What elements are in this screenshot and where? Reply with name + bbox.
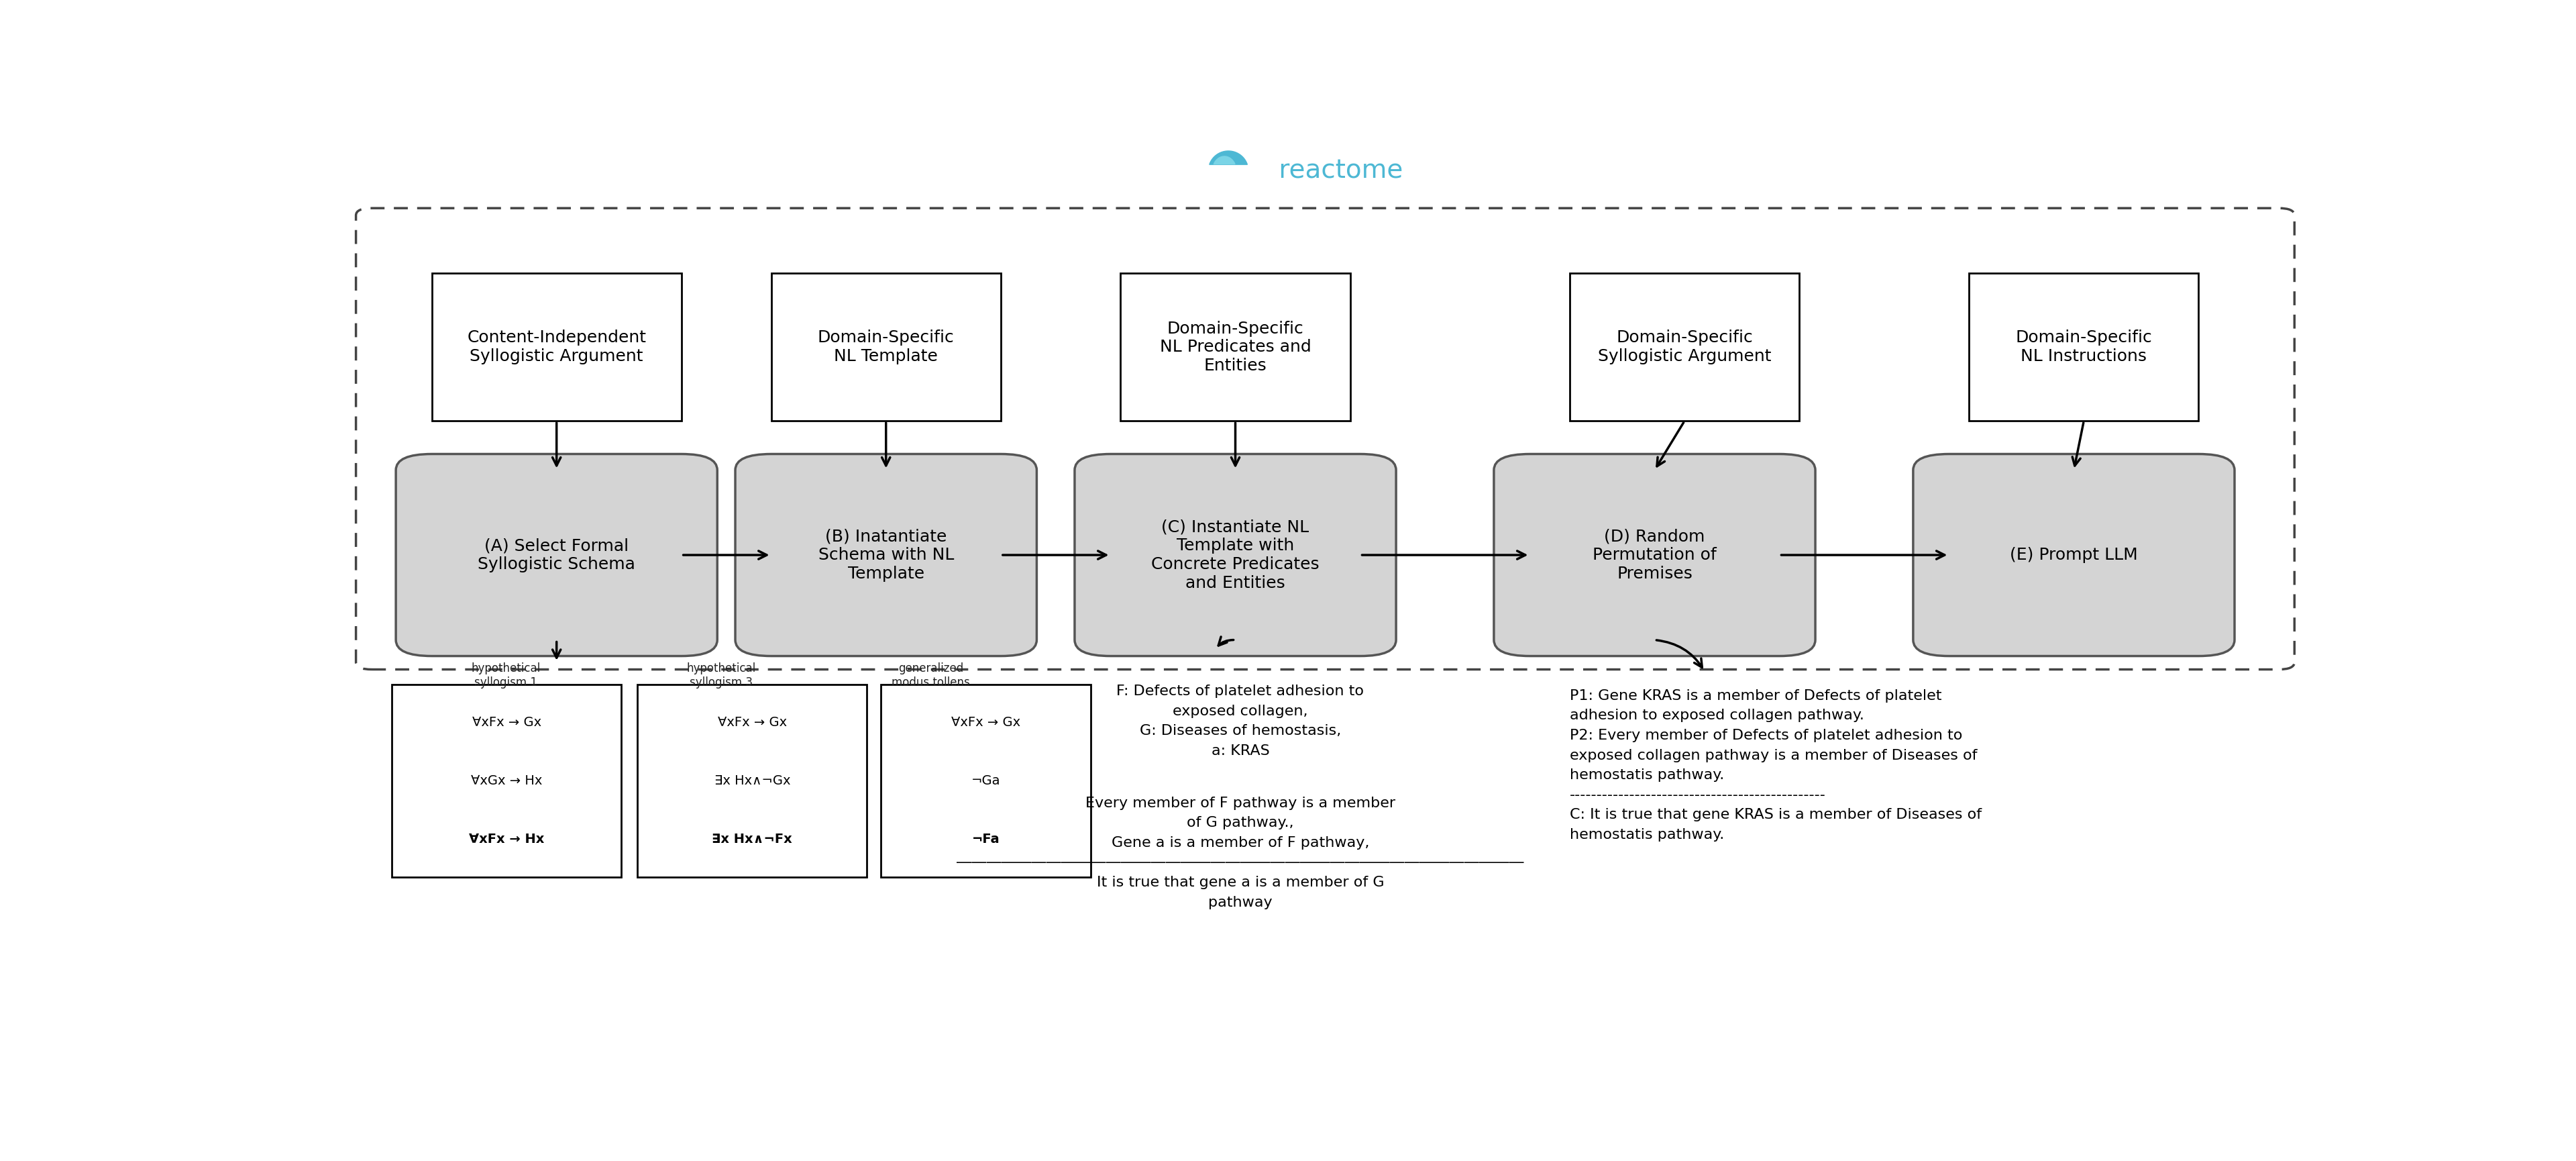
Text: Domain-Specific
NL Template: Domain-Specific NL Template <box>817 330 953 365</box>
FancyBboxPatch shape <box>1074 454 1396 656</box>
FancyBboxPatch shape <box>770 273 999 421</box>
Text: P1: Gene KRAS is a member of Defects of platelet
adhesion to exposed collagen pa: P1: Gene KRAS is a member of Defects of … <box>1569 690 1981 842</box>
Text: ∀xFx → Gx: ∀xFx → Gx <box>719 716 786 729</box>
FancyBboxPatch shape <box>1121 273 1350 421</box>
FancyBboxPatch shape <box>1968 273 2200 421</box>
Text: Domain-Specific
Syllogistic Argument: Domain-Specific Syllogistic Argument <box>1597 330 1772 365</box>
FancyBboxPatch shape <box>397 454 716 656</box>
Text: (D) Random
Permutation of
Premises: (D) Random Permutation of Premises <box>1592 528 1716 582</box>
Polygon shape <box>1208 151 1247 165</box>
Text: Domain-Specific
NL Instructions: Domain-Specific NL Instructions <box>2014 330 2151 365</box>
FancyBboxPatch shape <box>881 685 1090 877</box>
Text: F: Defects of platelet adhesion to
exposed collagen,
G: Diseases of hemostasis,
: F: Defects of platelet adhesion to expos… <box>1115 685 1365 758</box>
FancyBboxPatch shape <box>392 685 621 877</box>
Text: reactome: reactome <box>1270 158 1404 183</box>
Text: (C) Instantiate NL
Template with
Concrete Predicates
and Entities: (C) Instantiate NL Template with Concret… <box>1151 519 1319 591</box>
Text: ∀xGx → Hx: ∀xGx → Hx <box>471 774 544 787</box>
Text: (E) Prompt LLM: (E) Prompt LLM <box>2009 547 2138 563</box>
Text: Domain-Specific
NL Predicates and
Entities: Domain-Specific NL Predicates and Entiti… <box>1159 320 1311 374</box>
Text: hypothetical
syllogism 3: hypothetical syllogism 3 <box>688 662 755 688</box>
Text: (A) Select Formal
Syllogistic Schema: (A) Select Formal Syllogistic Schema <box>477 538 636 572</box>
FancyBboxPatch shape <box>1914 454 2233 656</box>
FancyBboxPatch shape <box>734 454 1036 656</box>
Text: Every member of F pathway is a member
of G pathway.,
Gene a is a member of F pat: Every member of F pathway is a member of… <box>956 796 1525 909</box>
Text: ∀xFx → Hx: ∀xFx → Hx <box>469 832 544 845</box>
Text: ∀xFx → Gx: ∀xFx → Gx <box>951 716 1020 729</box>
Text: Content-Independent
Syllogistic Argument: Content-Independent Syllogistic Argument <box>466 330 647 365</box>
Text: hypothetical
syllogism 1: hypothetical syllogism 1 <box>471 662 541 688</box>
Text: (B) Inatantiate
Schema with NL
Template: (B) Inatantiate Schema with NL Template <box>819 528 953 582</box>
Text: ∀xFx → Gx: ∀xFx → Gx <box>471 716 541 729</box>
Text: generalized
modus tollens: generalized modus tollens <box>891 662 971 688</box>
Text: ¬Fa: ¬Fa <box>971 832 999 845</box>
FancyBboxPatch shape <box>1494 454 1816 656</box>
FancyBboxPatch shape <box>636 685 868 877</box>
Polygon shape <box>1213 157 1234 164</box>
Text: ¬Ga: ¬Ga <box>971 774 999 787</box>
Text: ∃x Hx∧¬Gx: ∃x Hx∧¬Gx <box>714 774 791 787</box>
FancyBboxPatch shape <box>433 273 680 421</box>
Text: ∃x Hx∧¬Fx: ∃x Hx∧¬Fx <box>711 832 793 845</box>
FancyBboxPatch shape <box>1569 273 1798 421</box>
